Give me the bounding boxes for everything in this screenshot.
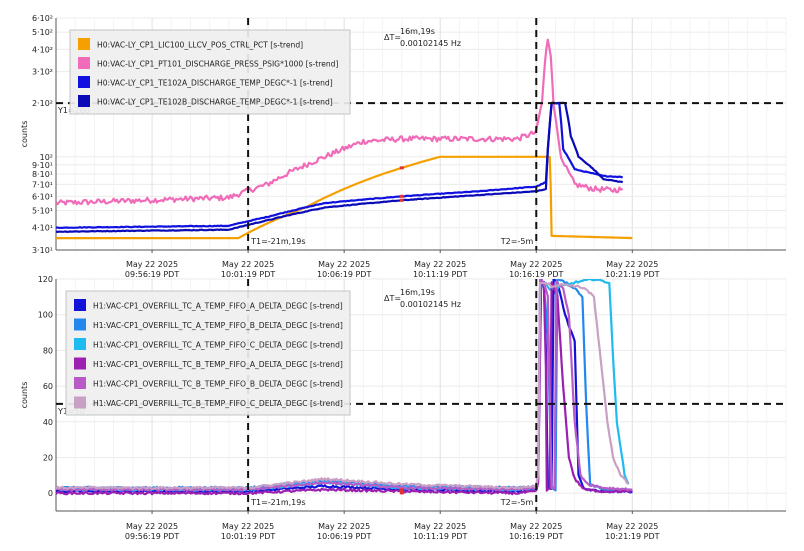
- y-tick-label: 9·10¹: [32, 161, 53, 170]
- series-line-2: [56, 38, 624, 206]
- y-axis-label: counts: [20, 382, 29, 409]
- y-tick-label: 8·10¹: [32, 170, 53, 179]
- y-tick-label: 60: [43, 382, 53, 391]
- y-tick-label: 10²: [40, 153, 53, 162]
- y-tick-label: 6·10¹: [32, 192, 53, 201]
- delta-frequency: 0.00102145 Hz: [400, 39, 461, 48]
- x-tick-label: 10:11:19 PDT: [413, 270, 467, 279]
- x-tick-label: May 22 2025: [606, 522, 658, 531]
- y-tick-label: 120: [38, 275, 53, 284]
- series-line-3: [56, 101, 623, 229]
- legend-entry: H1:VAC-CP1_OVERFILL_TC_B_TEMP_FIFO_C_DEL…: [93, 399, 343, 408]
- x-tick-label: May 22 2025: [510, 522, 562, 531]
- legend-box: [69, 29, 351, 115]
- y-tick-label: 100: [38, 311, 53, 320]
- legend-entry: H0:VAC-LY_CP1_PT101_DISCHARGE_PRESS_PSIG…: [97, 60, 339, 69]
- legend-box: [65, 290, 351, 416]
- legend-entry: H0:VAC-LY_CP1_TE102B_DISCHARGE_TEMP_DEGC…: [97, 98, 333, 107]
- x-tick-label: 10:01:19 PDT: [221, 532, 275, 541]
- legend-swatch[interactable]: [78, 38, 90, 50]
- x-tick-label: 10:11:19 PDT: [413, 532, 467, 541]
- x-tick-label: May 22 2025: [126, 522, 178, 531]
- x-tick-label: 10:21:19 PDT: [605, 270, 659, 279]
- y-tick-label: 40: [43, 418, 53, 427]
- legend-swatch[interactable]: [78, 95, 90, 107]
- legend-entry: H1:VAC-CP1_OVERFILL_TC_A_TEMP_FIFO_B_DEL…: [93, 321, 343, 330]
- legend-entry: H0:VAC-LY_CP1_LIC100_LLCV_POS_CTRL_PCT […: [97, 41, 303, 50]
- cursor-t1-label: T1=-21m,19s: [250, 237, 305, 246]
- delta-prefix: ΔT=: [384, 294, 401, 303]
- delta-prefix: ΔT=: [384, 33, 401, 42]
- legend-swatch[interactable]: [74, 357, 86, 370]
- legend-swatch[interactable]: [74, 299, 86, 311]
- x-tick-label: May 22 2025: [414, 260, 466, 269]
- x-tick-label: May 22 2025: [606, 260, 658, 269]
- y-tick-label: 2·10²: [32, 99, 53, 108]
- x-tick-label: May 22 2025: [510, 260, 562, 269]
- legend-swatch[interactable]: [74, 377, 86, 389]
- series-line-4: [56, 101, 624, 233]
- gap-marker: [399, 166, 404, 170]
- cursor-t2-label: T2=-5m: [500, 498, 534, 507]
- y-tick-label: 3·10²: [32, 68, 53, 77]
- x-tick-label: 09:56:19 PDT: [125, 270, 179, 279]
- gap-marker: [399, 198, 404, 202]
- y-tick-label: 5·10¹: [32, 206, 53, 215]
- legend-swatch[interactable]: [74, 318, 86, 331]
- legend-swatch[interactable]: [74, 338, 86, 350]
- y-tick-label: 4·10²: [32, 45, 53, 54]
- legend-entry: H1:VAC-CP1_OVERFILL_TC_A_TEMP_FIFO_A_DEL…: [93, 302, 343, 311]
- x-tick-label: 10:16:19 PDT: [509, 270, 563, 279]
- x-tick-label: May 22 2025: [126, 260, 178, 269]
- y-tick-label: 0: [48, 489, 53, 498]
- x-tick-label: May 22 2025: [318, 522, 370, 531]
- x-tick-label: May 22 2025: [318, 260, 370, 269]
- delta-frequency: 0.00102145 Hz: [400, 300, 461, 309]
- series-line-6: [56, 281, 630, 490]
- legend-swatch[interactable]: [78, 76, 90, 88]
- y-tick-label: 7·10¹: [32, 180, 53, 189]
- delta-time: 16m,19s: [400, 27, 435, 36]
- legend-swatch[interactable]: [78, 57, 90, 69]
- y-tick-label: 3·10¹: [32, 246, 53, 255]
- x-tick-label: May 22 2025: [222, 522, 274, 531]
- legend[interactable]: H1:VAC-CP1_OVERFILL_TC_A_TEMP_FIFO_A_DEL…: [65, 290, 351, 416]
- x-tick-label: 10:01:19 PDT: [221, 270, 275, 279]
- y-axis-label: counts: [20, 121, 29, 148]
- x-tick-label: 10:16:19 PDT: [509, 532, 563, 541]
- y-tick-label: 5·10²: [32, 28, 53, 37]
- gap-marker: [399, 488, 404, 495]
- legend-entry: H0:VAC-LY_CP1_TE102A_DISCHARGE_TEMP_DEGC…: [97, 79, 333, 88]
- cursor-t2-label: T2=-5m: [500, 237, 534, 246]
- x-tick-label: May 22 2025: [222, 260, 274, 269]
- cursor-t1-label: T1=-21m,19s: [250, 498, 305, 507]
- legend-entry: H1:VAC-CP1_OVERFILL_TC_A_TEMP_FIFO_C_DEL…: [93, 341, 343, 350]
- legend-entry: H1:VAC-CP1_OVERFILL_TC_B_TEMP_FIFO_A_DEL…: [93, 360, 343, 369]
- delta-time: 16m,19s: [400, 288, 435, 297]
- y-tick-label: 80: [43, 346, 53, 355]
- x-tick-label: 10:21:19 PDT: [605, 532, 659, 541]
- gap-marker: [399, 194, 404, 198]
- x-tick-label: 10:06:19 PDT: [317, 270, 371, 279]
- legend-entry: H1:VAC-CP1_OVERFILL_TC_B_TEMP_FIFO_B_DEL…: [93, 380, 343, 389]
- y-tick-label: 6·10²: [32, 14, 53, 23]
- x-tick-label: 10:06:19 PDT: [317, 532, 371, 541]
- y-tick-label: 4·10¹: [32, 224, 53, 233]
- x-tick-label: May 22 2025: [414, 522, 466, 531]
- x-tick-label: 09:56:19 PDT: [125, 532, 179, 541]
- y-tick-label: 20: [43, 453, 53, 462]
- legend-swatch[interactable]: [74, 396, 86, 409]
- legend[interactable]: H0:VAC-LY_CP1_LIC100_LLCV_POS_CTRL_PCT […: [69, 29, 351, 115]
